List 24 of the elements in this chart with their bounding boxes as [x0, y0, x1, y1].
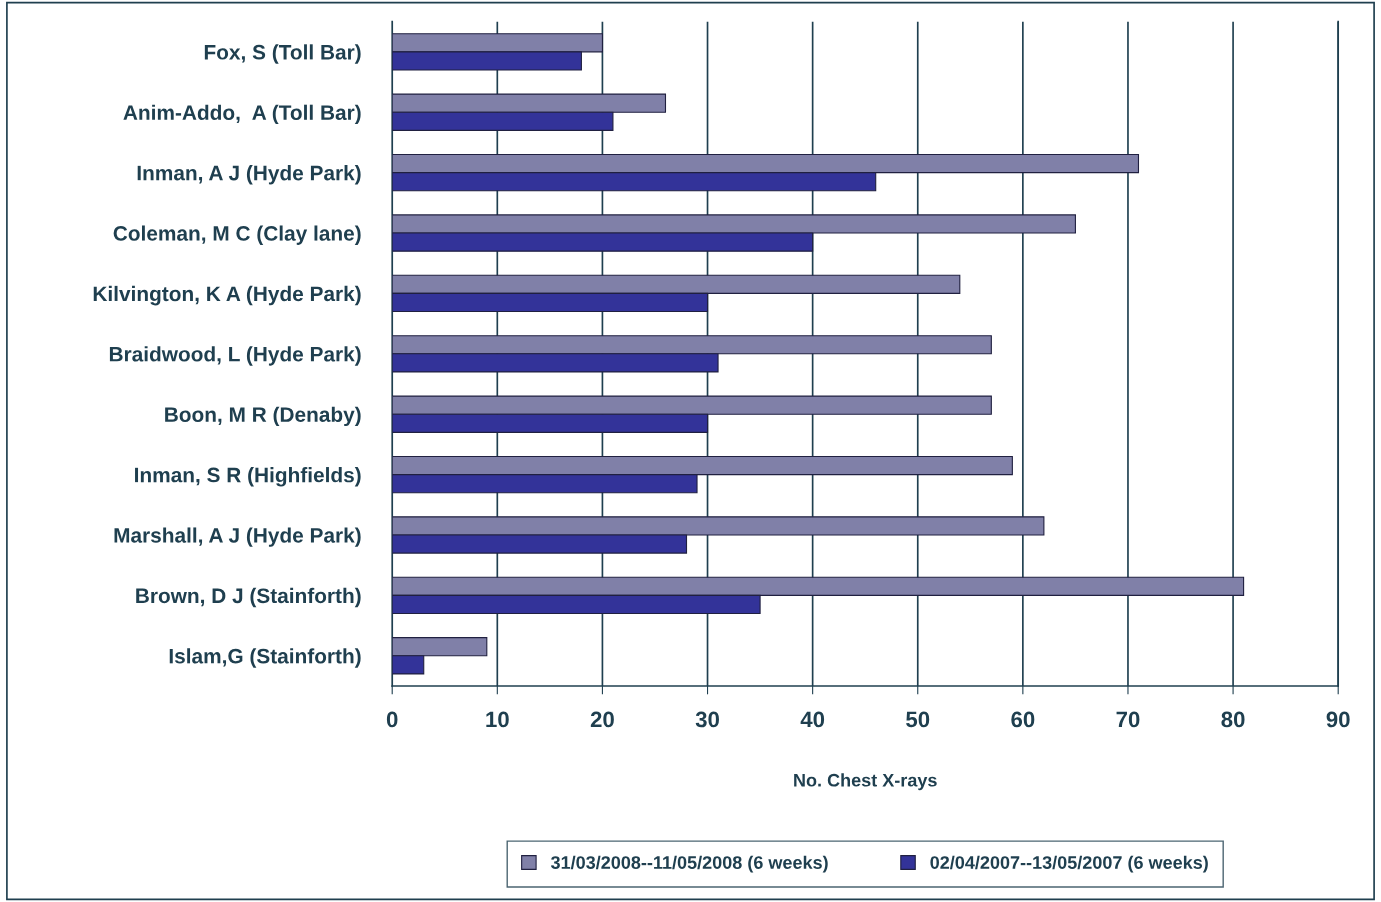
legend-label: 02/04/2007--13/05/2007 (6 weeks): [930, 855, 1208, 873]
y-tick-label: Boon, M R (Denaby): [165, 406, 361, 427]
x-tick-label: 10: [486, 711, 509, 728]
x-tick-label: 60: [1011, 711, 1035, 728]
y-tick-label: Braidwood, L (Hyde Park): [109, 346, 361, 366]
y-tick-label: Anim-Addo, A (Toll Bar): [123, 104, 361, 125]
x-tick-label: 90: [1326, 711, 1350, 728]
legend-label: 31/03/2008--11/05/2008 (6 weeks): [550, 855, 828, 873]
x-tick-label: 20: [590, 711, 614, 728]
x-tick-label: 30: [695, 711, 719, 728]
x-tick-label: 50: [906, 711, 930, 728]
x-axis-title: No. Chest X-rays: [794, 773, 937, 791]
x-tick-label: 0: [386, 711, 398, 728]
y-tick-label: Brown, D J (Stainforth): [136, 587, 361, 608]
y-tick-label: Inman, S R (Highfields): [135, 467, 361, 487]
y-tick-label: Coleman, M C (Clay lane): [113, 225, 361, 245]
y-tick-label: Marshall, A J (Hyde Park): [114, 527, 361, 547]
x-tick-label: 70: [1116, 711, 1140, 728]
y-tick-label: Islam,G (Stainforth): [169, 648, 361, 668]
y-tick-label: Inman, A J (Hyde Park): [137, 165, 361, 185]
x-tick-label: 40: [800, 711, 825, 728]
x-tick-label: 80: [1221, 711, 1245, 728]
y-tick-label: Kilvington, K A (Hyde Park): [93, 285, 361, 306]
y-tick-label: Fox, S (Toll Bar): [204, 44, 361, 64]
